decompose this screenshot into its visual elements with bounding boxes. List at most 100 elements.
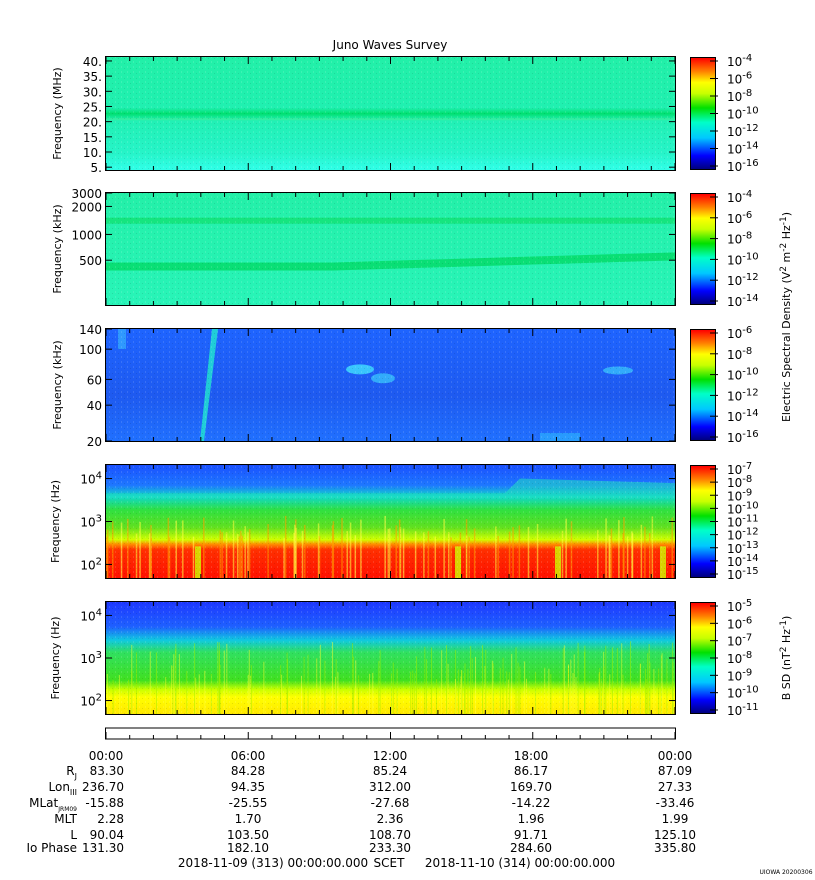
panel-frame — [105, 328, 676, 442]
time-label: 06:00 — [231, 749, 266, 763]
ephemeris-row-label: MLatJRM09 — [29, 796, 77, 813]
ephemeris-value: 108.70 — [369, 828, 411, 842]
y-tick-label: 100 — [79, 343, 102, 357]
ephemeris-row-label: LonIII — [49, 780, 78, 797]
axes-layer — [105, 56, 676, 740]
spectrogram-panels — [106, 57, 675, 714]
colorbar-tick-label: 10-14 — [727, 553, 759, 569]
time-label: 12:00 — [373, 749, 408, 763]
panel-frame — [105, 601, 676, 715]
colorbar-tick-label: 10-11 — [727, 514, 759, 530]
ephemeris-value: 103.50 — [227, 828, 269, 842]
ephemeris-value: 1.96 — [518, 812, 545, 826]
noise-texture — [106, 602, 675, 714]
y-axis-label: Frequency (kHz) — [51, 204, 64, 293]
colorbar-tick-label: 10-10 — [727, 367, 759, 383]
colorbar-tick-label: 10-14 — [727, 408, 759, 424]
colorbar-tick-label: 10-6 — [727, 615, 752, 631]
y-tick-label: 103 — [80, 650, 102, 666]
y-tick-label: 500 — [79, 254, 102, 268]
colorbar-tick-label: 10-10 — [727, 685, 759, 701]
colorbar-tick-label: 10-9 — [727, 667, 752, 683]
ephemeris-value: 131.30 — [82, 841, 124, 855]
ephemeris-value: 182.10 — [227, 841, 269, 855]
y-tick-label: 103 — [80, 514, 102, 530]
y-tick-label: 40. — [83, 55, 102, 69]
ephemeris-row-label: MLT — [54, 812, 77, 826]
panel-frame — [105, 56, 676, 171]
colorbar-tick-label: 10-8 — [727, 231, 752, 247]
y-tick-label: 10. — [83, 146, 102, 160]
ephemeris-value: 83.30 — [90, 764, 124, 778]
ephemeris-value: 94.35 — [231, 780, 265, 794]
y-tick-label: 40 — [87, 399, 102, 413]
colorbar-tick-label: 10-7 — [727, 633, 752, 649]
y-tick-label: 104 — [80, 471, 102, 487]
colorbar-tick-label: 10-12 — [727, 527, 759, 543]
colorbar-title-magnetic: B SD (nT2 Hz-1) — [779, 616, 793, 701]
ephemeris-value: 85.24 — [373, 764, 407, 778]
noise-texture — [106, 329, 675, 441]
colorbar-tick-label: 10-6 — [727, 210, 752, 226]
ephemeris-value: 90.04 — [90, 828, 124, 842]
colorbar-tick-label: 10-12 — [727, 123, 759, 139]
ephemeris-value: 86.17 — [514, 764, 548, 778]
y-axis-label: Frequency (Hz) — [49, 480, 62, 563]
y-tick-label: 20. — [83, 116, 102, 130]
y-axis-label: Frequency (MHz) — [51, 67, 64, 159]
ephemeris-value: 312.00 — [369, 780, 411, 794]
colorbar-frame — [690, 193, 716, 305]
colorbar-tick-label: 10-14 — [727, 141, 759, 157]
colorbar-tick-label: 10-12 — [727, 272, 759, 288]
y-tick-label: 25. — [83, 100, 102, 114]
ephemeris-row-label: L — [70, 828, 77, 842]
panel-4 — [106, 465, 675, 578]
colorbar-tick-label: 10-4 — [727, 189, 752, 205]
colorbar-tick-label: 10-4 — [727, 53, 752, 69]
ephemeris-row-label: RJ — [66, 764, 77, 781]
colorbar-tick-label: 10-13 — [727, 540, 759, 556]
colorbar-tick-label: 10-8 — [727, 650, 752, 666]
y-tick-label: 102 — [80, 556, 102, 572]
ephemeris-value: -15.88 — [85, 796, 124, 810]
y-tick-label: 1000 — [71, 228, 102, 242]
noise-texture — [106, 193, 675, 305]
ephemeris-value: 2.28 — [97, 812, 124, 826]
ephemeris-value: 91.71 — [514, 828, 548, 842]
panel-2 — [106, 193, 675, 305]
footer-frame: SCET — [374, 856, 406, 870]
colorbar-tick-label: 10-8 — [727, 88, 752, 104]
noise-texture — [106, 465, 675, 578]
text-layer: Juno Waves Survey 40.35.30.25. 20.15.10.5.… — [26, 38, 812, 876]
y-tick-label: 2000 — [71, 200, 102, 214]
ephemeris-value: 1.70 — [235, 812, 262, 826]
ephemeris-value: 169.70 — [510, 780, 552, 794]
colorbar-tick-label: 10-14 — [727, 293, 759, 309]
footer-credit: UIOWA 20200306 — [759, 869, 812, 876]
colorbar-tick-label: 10-10 — [727, 251, 759, 267]
noise-texture — [106, 57, 675, 170]
y-tick-label: 3000 — [71, 187, 102, 201]
ephemeris-value: -33.46 — [656, 796, 695, 810]
ephemeris-row-label: Io Phase — [26, 841, 77, 855]
y-axis-label: Frequency (Hz) — [49, 617, 62, 700]
colorbar — [691, 330, 715, 440]
y-tick-label: 20 — [87, 435, 102, 449]
colorbar-tick-label: 10-16 — [727, 158, 759, 174]
colorbar-tick-label: 10-16 — [727, 429, 759, 445]
ephemeris-value: 2.36 — [377, 812, 404, 826]
panel-3 — [106, 329, 675, 441]
y-tick-label: 60 — [87, 373, 102, 387]
ephemeris-value: -14.22 — [512, 796, 551, 810]
ephemeris-value: 125.10 — [654, 828, 696, 842]
y-axis-label: Frequency (kHz) — [51, 340, 64, 429]
footer-start: 2018-11-09 (313) 00:00:00.000 — [178, 856, 368, 870]
chart-title: Juno Waves Survey — [332, 38, 448, 52]
ephemeris-value: 87.09 — [658, 764, 692, 778]
colorbar-tick-label: 10-8 — [727, 346, 752, 362]
panel-5 — [106, 602, 675, 714]
colorbar-tick-label: 10-7 — [727, 461, 752, 477]
ephemeris-value: -27.68 — [371, 796, 410, 810]
colorbar-tick-label: 10-6 — [727, 71, 752, 87]
